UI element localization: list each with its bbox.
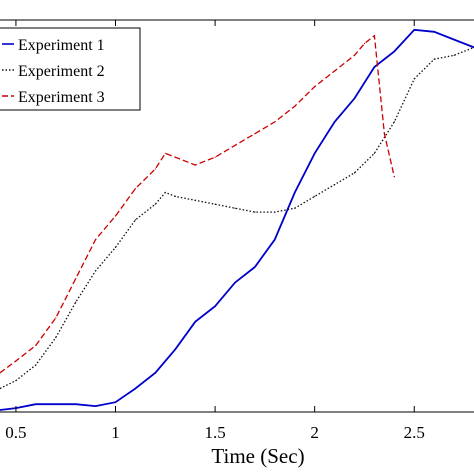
data-point-experiment-3 — [174, 156, 176, 158]
data-point-experiment-1 — [314, 152, 316, 154]
data-point-experiment-2 — [234, 207, 236, 209]
data-point-experiment-2 — [134, 219, 136, 221]
data-point-experiment-2 — [453, 54, 455, 56]
data-point-experiment-2 — [353, 172, 356, 174]
data-point-experiment-1 — [154, 372, 156, 374]
data-point-experiment-3 — [393, 176, 395, 178]
data-point-experiment-3 — [164, 152, 166, 154]
data-point-experiment-2 — [15, 380, 17, 382]
data-point-experiment-3 — [95, 238, 97, 241]
data-point-experiment-2 — [55, 336, 57, 339]
data-point-experiment-3 — [35, 344, 37, 346]
data-point-experiment-3 — [134, 188, 136, 190]
data-point-experiment-1 — [413, 29, 415, 31]
data-point-experiment-3 — [334, 70, 336, 72]
legend-label-experiment-3: Experiment 3 — [18, 89, 105, 106]
series-experiment-1 — [0, 28, 474, 411]
data-point-experiment-1 — [274, 238, 276, 241]
data-point-experiment-2 — [214, 203, 216, 205]
data-point-experiment-2 — [274, 211, 276, 213]
ticks-layer: 0.5 1 1.5 2 2.5 — [5, 20, 425, 442]
series-line-experiment-2 — [0, 46, 474, 390]
data-point-experiment-2 — [334, 184, 336, 186]
data-point-experiment-2 — [154, 203, 156, 205]
data-point-experiment-2 — [75, 301, 77, 303]
x-tick-label: 2.5 — [404, 423, 425, 442]
data-point-experiment-3 — [55, 317, 57, 319]
data-point-experiment-2 — [35, 364, 37, 366]
x-tick-label: 2 — [310, 423, 319, 442]
data-point-experiment-2 — [194, 199, 196, 201]
data-point-experiment-3 — [15, 360, 17, 362]
legend-box — [0, 27, 141, 111]
data-point-experiment-2 — [0, 387, 1, 390]
legend-label-experiment-1: Experiment 1 — [18, 37, 105, 54]
data-point-experiment-3 — [314, 86, 316, 88]
data-point-experiment-1 — [55, 403, 57, 405]
data-point-experiment-1 — [433, 31, 435, 33]
data-point-experiment-3 — [214, 156, 216, 158]
data-point-experiment-2 — [314, 195, 316, 197]
data-point-experiment-1 — [75, 403, 77, 405]
data-point-experiment-3 — [234, 144, 236, 146]
data-point-experiment-3 — [363, 42, 366, 45]
data-point-experiment-2 — [254, 211, 256, 213]
data-point-experiment-3 — [254, 133, 256, 135]
data-point-experiment-2 — [95, 270, 97, 272]
legend: Experiment 1 Experiment 2 Experiment 3 — [0, 27, 141, 111]
data-point-experiment-2 — [373, 152, 375, 154]
axes-layer — [0, 19, 474, 413]
data-point-experiment-2 — [433, 58, 435, 60]
data-point-experiment-1 — [35, 403, 37, 405]
data-point-experiment-1 — [114, 401, 117, 403]
series-experiment-3 — [0, 34, 395, 374]
x-tick-label: 1 — [111, 423, 120, 442]
data-point-experiment-3 — [154, 168, 156, 170]
data-point-experiment-2 — [174, 195, 176, 197]
data-point-experiment-3 — [194, 164, 196, 166]
data-point-experiment-3 — [114, 215, 117, 217]
data-point-experiment-1 — [0, 409, 1, 411]
series-line-experiment-3 — [0, 34, 395, 374]
data-point-experiment-2 — [164, 191, 166, 194]
data-point-experiment-3 — [373, 35, 375, 37]
data-point-experiment-1 — [194, 321, 196, 323]
data-point-experiment-1 — [334, 121, 336, 123]
data-point-experiment-1 — [134, 387, 136, 390]
x-axis-title: Time (Sec) — [211, 444, 304, 468]
x-tick-label: 0.5 — [5, 423, 26, 442]
data-point-experiment-1 — [214, 305, 216, 307]
data-point-experiment-3 — [274, 121, 276, 123]
data-point-experiment-1 — [254, 266, 256, 268]
data-point-experiment-1 — [453, 39, 455, 41]
data-point-experiment-3 — [383, 133, 385, 135]
data-point-experiment-1 — [353, 97, 356, 99]
data-point-experiment-3 — [0, 372, 1, 374]
series-layer — [0, 28, 474, 411]
x-tick-label: 1.5 — [204, 423, 225, 442]
data-point-experiment-3 — [294, 105, 296, 107]
data-point-experiment-1 — [174, 348, 176, 350]
legend-label-experiment-2: Experiment 2 — [18, 63, 105, 80]
data-point-experiment-1 — [95, 405, 97, 407]
data-point-experiment-2 — [413, 78, 415, 80]
data-point-experiment-2 — [114, 246, 117, 248]
data-point-experiment-1 — [373, 66, 375, 68]
data-point-experiment-3 — [75, 278, 77, 280]
data-point-experiment-2 — [393, 121, 395, 123]
data-point-experiment-2 — [294, 207, 296, 209]
data-point-experiment-1 — [393, 50, 395, 53]
data-point-experiment-1 — [234, 282, 236, 284]
data-point-experiment-3 — [353, 54, 356, 56]
series-experiment-2 — [0, 46, 474, 390]
data-point-experiment-1 — [294, 191, 296, 194]
